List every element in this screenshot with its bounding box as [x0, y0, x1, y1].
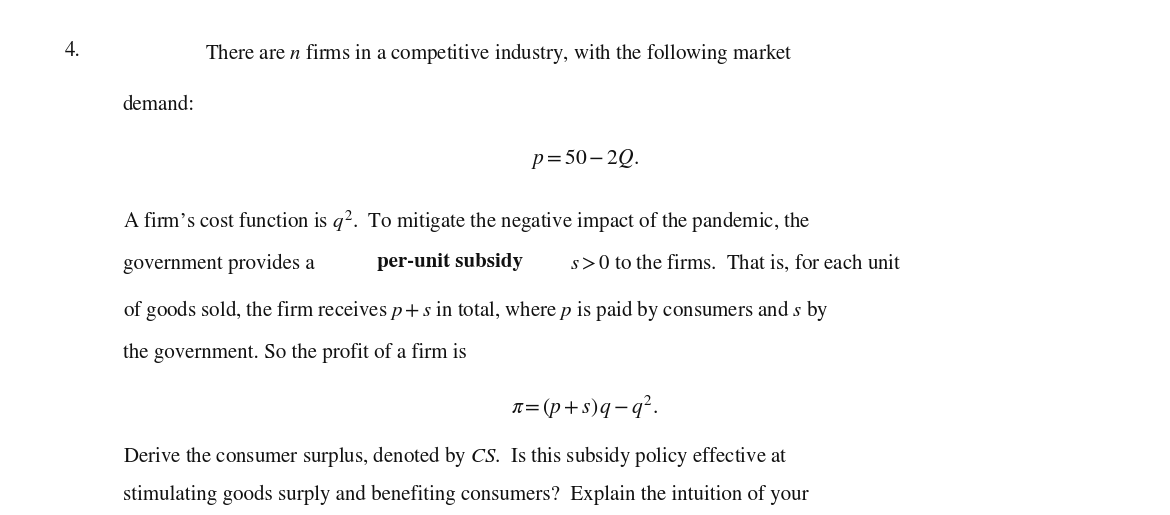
Text: $\pi = (p + s)\,q - q^2.$: $\pi = (p + s)\,q - q^2.$: [511, 394, 659, 421]
Text: per-unit subsidy: per-unit subsidy: [377, 253, 523, 271]
Text: $s > 0$ to the firms.  That is, for each unit: $s > 0$ to the firms. That is, for each …: [565, 253, 902, 274]
Text: demand:: demand:: [123, 95, 195, 115]
Text: A firm’s cost function is $q^2$.  To mitigate the negative impact of the pandemi: A firm’s cost function is $q^2$. To miti…: [123, 209, 811, 235]
Text: stimulating goods surply and benefiting consumers?  Explain the intuition of you: stimulating goods surply and benefiting …: [123, 485, 808, 505]
Text: the government. So the profit of a firm is: the government. So the profit of a firm …: [123, 343, 467, 363]
Text: Derive the consumer surplus, denoted by $CS$.  Is this subsidy policy effective : Derive the consumer surplus, denoted by …: [123, 444, 787, 469]
Text: $p = 50 - 2Q.$: $p = 50 - 2Q.$: [531, 147, 639, 171]
Text: 4.: 4.: [64, 41, 81, 61]
Text: government provides a: government provides a: [123, 253, 319, 273]
Text: There are $n$ firms in a competitive industry, with the following market: There are $n$ firms in a competitive ind…: [205, 41, 792, 66]
Text: of goods sold, the firm receives $p + s$ in total, where $p$ is paid by consumer: of goods sold, the firm receives $p + s$…: [123, 298, 828, 323]
